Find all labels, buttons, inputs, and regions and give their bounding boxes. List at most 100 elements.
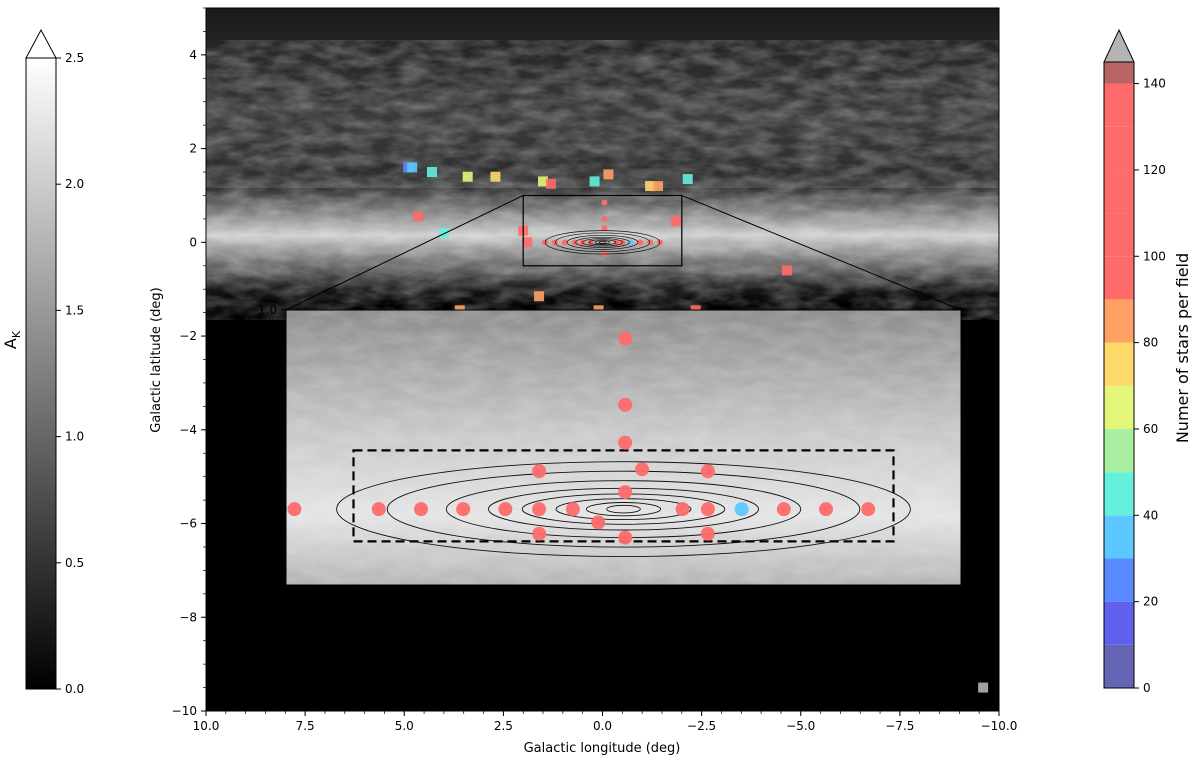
extinction-colorbar-tick-label: 2.5: [65, 51, 84, 65]
main-y-tick-label: 2: [189, 142, 197, 156]
zoom-contour: [575, 236, 630, 248]
star-count-colorbar-bin: [1104, 601, 1134, 645]
inset-field-marker: [456, 502, 471, 517]
field-square-marker: [438, 227, 449, 238]
star-count-colorbar-bin: [1104, 472, 1134, 516]
field-circle-marker: [637, 239, 644, 246]
inset-y-tick-label: −0.4: [248, 569, 277, 583]
extinction-colorbar-tick-label: 1.0: [65, 430, 84, 444]
zoom-contour: [588, 239, 617, 246]
star-count-colorbar-bin: [1104, 515, 1134, 559]
field-circle-marker: [601, 225, 608, 232]
extinction-colorbar-extend: [25, 28, 57, 59]
inset-contour: [585, 502, 662, 517]
main-y-tick-label: 0: [189, 235, 197, 249]
star-count-colorbar-bin: [1104, 299, 1134, 343]
star-count-colorbar-bin: [1104, 83, 1134, 127]
inset-x-tick-label: 1.5: [361, 593, 380, 607]
main-x-tick-label: 10.0: [193, 719, 220, 733]
star-count-colorbar-tick-label: 80: [1143, 336, 1158, 350]
main-y-tick-label: −8: [179, 610, 197, 624]
inset-field-marker: [675, 502, 690, 517]
main-field-markers: [403, 162, 989, 693]
main-x-tick-label: 0.0: [593, 719, 612, 733]
star-count-colorbar-bin: [1104, 342, 1134, 386]
main-x-axis-label: Galactic longitude (deg): [524, 741, 681, 756]
star-count-colorbar-bin: [1104, 428, 1134, 473]
main-y-tick-label: −10: [172, 704, 197, 718]
main-y-tick-label: −2: [179, 329, 197, 343]
inset-field-markers: [287, 331, 876, 545]
inset-field-marker: [700, 526, 715, 541]
extinction-colorbar-tick-label: 1.5: [65, 303, 84, 317]
star-count-colorbar-tick-label: 100: [1143, 249, 1166, 263]
main-x-tick-label: 5.0: [395, 719, 414, 733]
extinction-colorbar-tick-label: 2.0: [65, 177, 84, 191]
inset-contour: [336, 461, 911, 558]
inset-field-marker: [734, 502, 749, 517]
inset-y-tick-label: 1.0: [258, 303, 277, 317]
main-y-tick-label: −6: [179, 517, 197, 531]
main-y-tick-label: −4: [179, 423, 197, 437]
inset-field-marker: [618, 397, 633, 412]
inset-y-axis: 1.0 0.8 0.6 0.4 0.2 0.0 −0.2 −0.4: [248, 303, 286, 583]
star-count-colorbar-tick-label: 60: [1143, 422, 1158, 436]
inset-x-axis: 2.0 1.5 1.0 0.5 0.0 −0.5 −1.0 −1.5 −2.0: [276, 585, 976, 607]
inset-field-marker: [618, 530, 633, 545]
inset-y-tick-label: 0.6: [258, 379, 277, 393]
star-count-colorbar-tick-label: 140: [1143, 77, 1166, 91]
inset-field-marker: [532, 464, 547, 479]
inset-contour: [606, 504, 641, 514]
main-y-tick-label: 4: [189, 48, 197, 62]
field-square-marker: [462, 171, 473, 182]
inset-y-tick-label: 0.4: [258, 417, 277, 431]
star-count-colorbar-tick-label: 20: [1143, 595, 1158, 609]
extinction-colorbar-gradient: [25, 57, 57, 690]
star-count-colorbar-bin: [1104, 126, 1134, 170]
inset-field-marker: [532, 502, 547, 517]
field-circle-marker: [647, 239, 654, 246]
field-circle-marker: [561, 239, 568, 246]
star-count-colorbar-extend: [1103, 28, 1135, 63]
field-circle-marker: [571, 239, 578, 246]
main-x-tick-label: 2.5: [494, 719, 513, 733]
star-count-colorbar-label: Numer of stars per field: [1173, 253, 1192, 443]
inset-x-tick-label: −1.0: [778, 593, 807, 607]
star-count-colorbar-tick-label: 120: [1143, 163, 1166, 177]
star-count-colorbar-bin: [1104, 385, 1134, 429]
field-square-marker: [490, 171, 501, 182]
star-count-colorbar-bin: [1104, 62, 1134, 84]
inset-x-tick-label: 2.0: [276, 593, 295, 607]
zoom-connector-right: [681, 195, 962, 311]
main-x-tick-label: −7.5: [885, 719, 914, 733]
inset-field-marker: [591, 515, 606, 530]
main-x-tick-label: 7.5: [296, 719, 315, 733]
star-count-colorbar-bin: [1104, 256, 1134, 300]
zoom-box: [522, 194, 683, 267]
inset-field-marker: [618, 331, 633, 346]
main-y-axis: 4 2 0 −2 −4 −6 −8 −10: [172, 7, 206, 718]
star-count-colorbar-tick-label: 0: [1143, 681, 1151, 695]
field-square-marker: [603, 169, 614, 180]
field-circle-marker: [551, 239, 558, 246]
inset-field-marker: [414, 502, 428, 517]
inset-y-tick-label: −0.2: [248, 531, 277, 545]
zoom-contour: [581, 238, 624, 247]
field-square-marker: [589, 176, 600, 187]
star-count-colorbar-bin: [1104, 644, 1134, 688]
field-square-marker: [407, 162, 418, 173]
field-circle-marker: [601, 215, 608, 222]
inset-field-marker: [700, 464, 715, 479]
inset-field-marker: [565, 502, 580, 517]
inset-x-tick-label: 0.5: [530, 593, 549, 607]
zoom-connector-left: [285, 195, 524, 311]
inset-y-tick-label: 0.2: [258, 455, 277, 469]
inset-x-tick-label: −0.5: [693, 593, 722, 607]
main-x-axis: 10.0 7.5 5.0 2.5 0.0 −2.5 −5.0 −7.5 −10.0: [193, 711, 1018, 733]
main-x-tick-label: −5.0: [786, 719, 815, 733]
inset-field-marker: [618, 435, 633, 450]
main-x-tick-label: −10.0: [981, 719, 1018, 733]
zoom-contour: [594, 240, 611, 245]
zoom-region: [285, 194, 962, 311]
